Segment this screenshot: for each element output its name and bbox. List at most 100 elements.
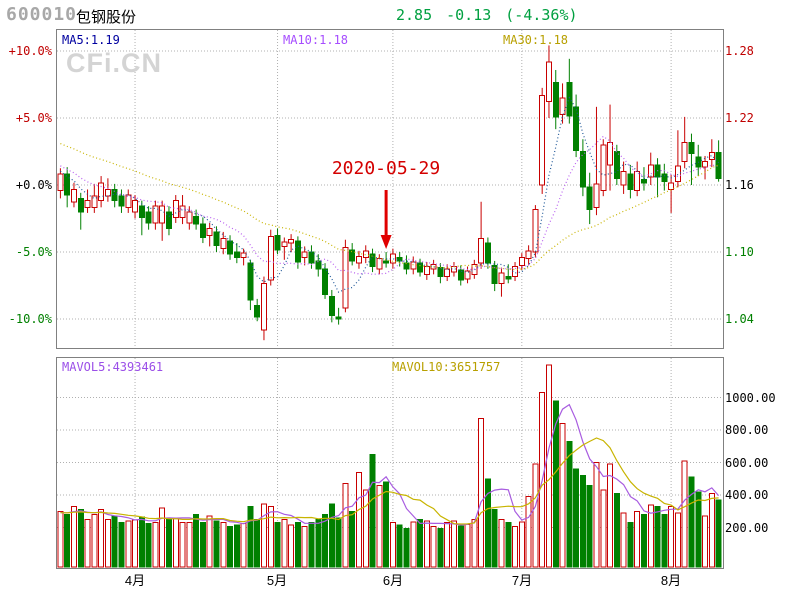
candle-body bbox=[267, 235, 274, 281]
volume-axis-tick: 200.00 bbox=[725, 521, 769, 535]
candle-body bbox=[423, 266, 430, 275]
volume-bar bbox=[491, 509, 498, 568]
price-axis-tick: 1.04 bbox=[725, 312, 754, 326]
volume-bar bbox=[498, 518, 505, 568]
candle-body bbox=[464, 270, 471, 280]
price-axis-tick: 1.22 bbox=[725, 111, 754, 125]
volume-bar bbox=[227, 526, 234, 568]
volume-bar bbox=[267, 505, 274, 568]
candle-body bbox=[627, 173, 634, 190]
volume-bar bbox=[593, 462, 600, 568]
candle-body bbox=[111, 188, 118, 202]
candle-body bbox=[369, 253, 376, 268]
candle-body bbox=[213, 231, 220, 246]
volume-bar bbox=[118, 522, 125, 568]
volume-bar bbox=[288, 524, 295, 568]
volume-bar bbox=[708, 492, 715, 568]
volume-bar bbox=[376, 484, 383, 568]
volume-bar bbox=[57, 510, 64, 568]
price-chart-panel bbox=[56, 29, 724, 349]
candle-body bbox=[573, 106, 580, 151]
volume-bar bbox=[301, 526, 308, 568]
candle-body bbox=[607, 142, 614, 166]
volume-bar bbox=[613, 492, 620, 568]
volume-bar bbox=[165, 517, 172, 568]
volume-bar bbox=[647, 504, 654, 568]
candle-body bbox=[247, 262, 254, 301]
volume-bar bbox=[640, 514, 647, 568]
candle-body bbox=[525, 250, 532, 260]
mavol5-line bbox=[60, 403, 720, 526]
volume-bar bbox=[104, 518, 111, 568]
volume-bar bbox=[138, 516, 145, 568]
candle-body bbox=[491, 264, 498, 284]
volume-bar bbox=[484, 478, 491, 568]
candle-body bbox=[661, 173, 668, 183]
candle-body bbox=[518, 257, 525, 266]
candle-body bbox=[84, 200, 91, 208]
volume-bar bbox=[688, 476, 695, 568]
candle-body bbox=[274, 234, 281, 251]
candle-body bbox=[328, 296, 335, 317]
volume-bar bbox=[607, 463, 614, 568]
month-tick: 4月 bbox=[124, 573, 146, 588]
candle-body bbox=[288, 239, 295, 244]
candle-body bbox=[532, 209, 539, 253]
candle-body bbox=[444, 268, 451, 278]
volume-bar bbox=[559, 423, 566, 568]
volume-bar bbox=[91, 514, 98, 568]
candle-body bbox=[417, 262, 424, 273]
candle-body bbox=[355, 255, 362, 264]
candle-body bbox=[362, 250, 369, 259]
candle-body bbox=[98, 182, 105, 202]
volume-bar bbox=[389, 522, 396, 568]
volume-bar bbox=[349, 510, 356, 568]
volume-bar bbox=[213, 520, 220, 568]
volume-bar bbox=[450, 520, 457, 568]
volume-bar bbox=[423, 520, 430, 568]
price-chart-canvas bbox=[57, 30, 722, 347]
volume-bar bbox=[661, 514, 668, 568]
stock-name: 包钢股份 bbox=[76, 9, 137, 26]
candle-body bbox=[505, 276, 512, 280]
candle-body bbox=[383, 260, 390, 264]
candle-body bbox=[457, 269, 464, 281]
month-tick: 7月 bbox=[511, 573, 533, 588]
candle-body bbox=[179, 205, 186, 218]
volume-bar bbox=[715, 499, 722, 568]
volume-bar bbox=[260, 503, 267, 568]
volume-bar bbox=[512, 526, 519, 568]
candle-body bbox=[220, 238, 227, 250]
pct-axis-tick: -5.0% bbox=[15, 245, 52, 259]
candle-body bbox=[376, 258, 383, 270]
volume-bar bbox=[70, 505, 77, 568]
ma10-label: MA10:1.18 bbox=[283, 33, 349, 47]
candle-body bbox=[478, 238, 485, 264]
volume-bar bbox=[111, 515, 118, 568]
candle-body bbox=[681, 142, 688, 163]
candle-body bbox=[172, 200, 179, 218]
candle-body bbox=[281, 241, 288, 247]
candle-body bbox=[165, 211, 172, 230]
volume-bar bbox=[315, 518, 322, 568]
candle-body bbox=[586, 186, 593, 211]
ma5-label: MA5:1.19 bbox=[62, 33, 120, 47]
candle-body bbox=[566, 81, 573, 117]
pct-axis-tick: +0.0% bbox=[15, 178, 52, 192]
price-axis-tick: 1.16 bbox=[725, 178, 754, 192]
candle-body bbox=[186, 211, 193, 224]
month-tick: 8月 bbox=[660, 573, 682, 588]
volume-bar bbox=[417, 518, 424, 568]
candle-body bbox=[708, 152, 715, 160]
volume-bar bbox=[281, 518, 288, 568]
candle-body bbox=[254, 305, 261, 318]
volume-bar bbox=[125, 520, 132, 568]
candle-body bbox=[668, 182, 675, 190]
volume-bar bbox=[220, 522, 227, 568]
volume-bar bbox=[383, 481, 390, 568]
volume-bar bbox=[145, 522, 152, 568]
volume-bar bbox=[294, 522, 301, 568]
mavol10-line bbox=[60, 437, 719, 525]
candle-body bbox=[70, 188, 77, 203]
candle-body bbox=[152, 205, 159, 224]
